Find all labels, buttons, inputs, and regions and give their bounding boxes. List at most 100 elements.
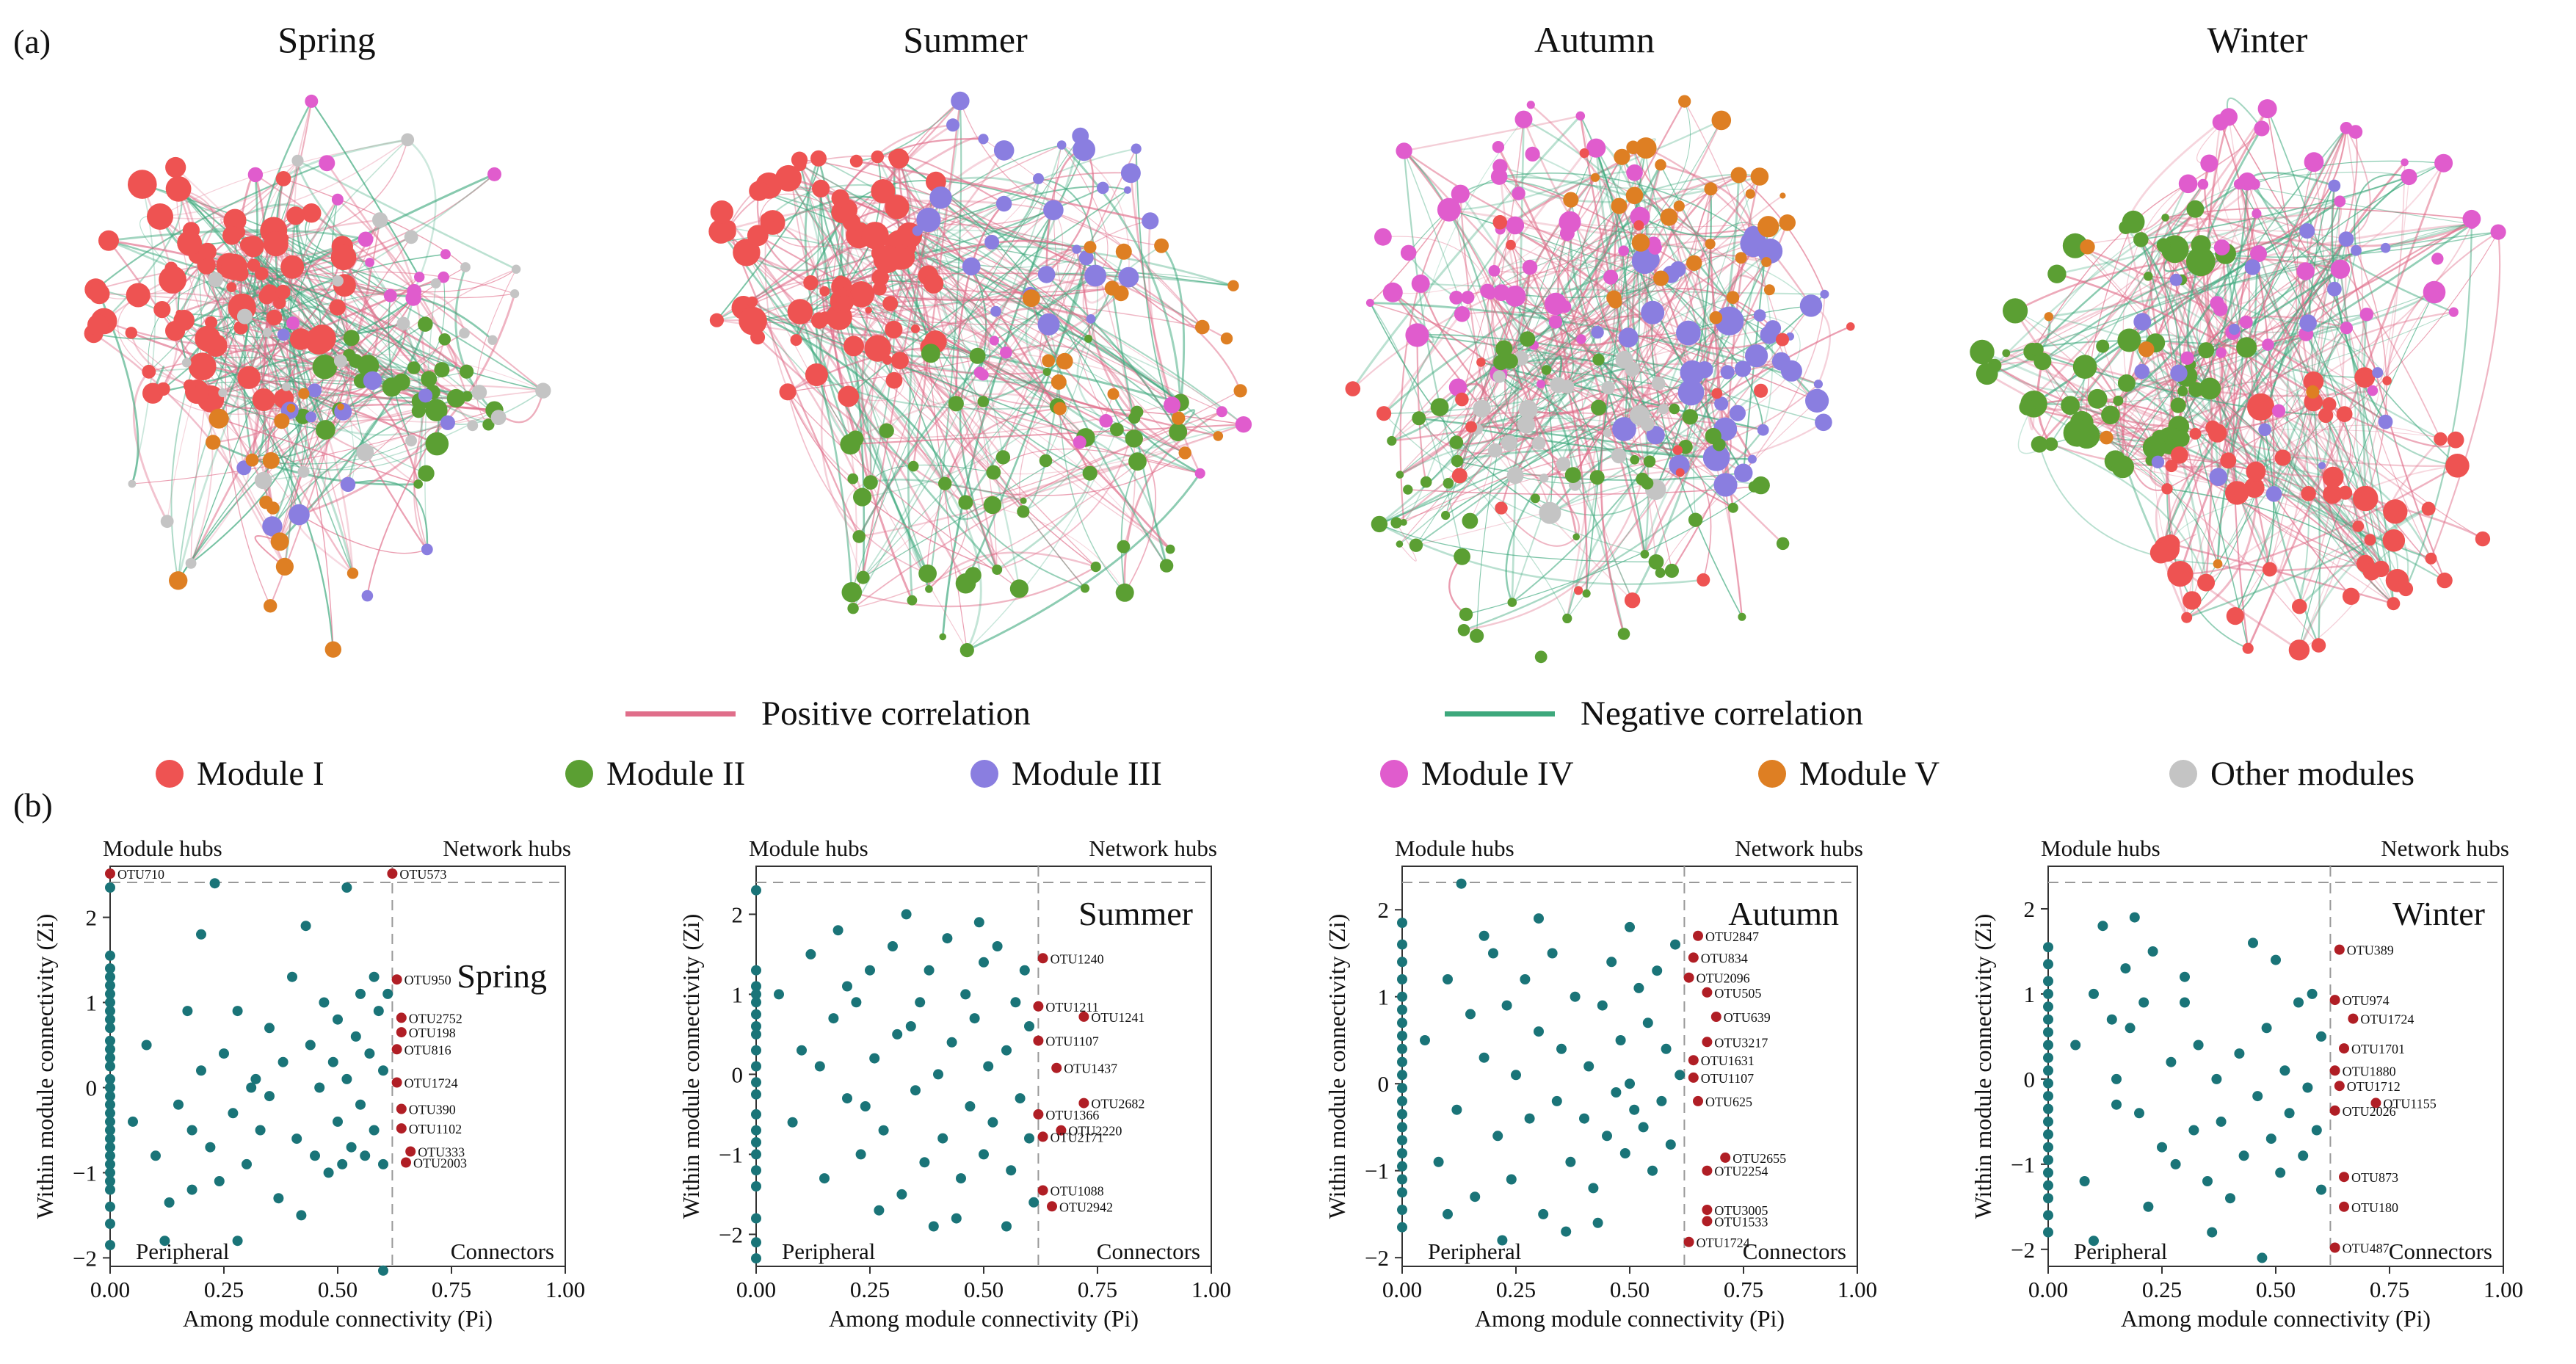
hub-point bbox=[1037, 1131, 1048, 1142]
network-node bbox=[2387, 597, 2401, 611]
network-edge bbox=[2338, 201, 2432, 559]
y-tick-label: 2 bbox=[2024, 896, 2036, 922]
network-edge bbox=[752, 144, 1062, 302]
network-node bbox=[2247, 393, 2275, 421]
network-node bbox=[200, 258, 212, 271]
network-node bbox=[1131, 405, 1144, 418]
network-edge bbox=[1399, 266, 1531, 476]
network-node bbox=[1646, 426, 1665, 445]
network-edge bbox=[2307, 230, 2442, 440]
network-node bbox=[262, 516, 283, 537]
legend-module-2-label: Module II bbox=[606, 755, 746, 793]
y-tick-label: −2 bbox=[2011, 1237, 2035, 1263]
scatter-point bbox=[196, 1065, 206, 1076]
network-node bbox=[889, 148, 910, 169]
network-node bbox=[125, 327, 137, 339]
network-edge bbox=[2025, 108, 2268, 405]
network-node bbox=[2311, 638, 2326, 653]
network-node bbox=[1678, 95, 1691, 108]
network-node bbox=[2401, 168, 2417, 186]
network-node bbox=[2062, 233, 2088, 258]
scatter-point bbox=[933, 1069, 943, 1080]
network-edge bbox=[215, 278, 316, 391]
network-node bbox=[2198, 342, 2215, 359]
network-node bbox=[1744, 225, 1763, 246]
x-tick-label: 0.25 bbox=[850, 1277, 890, 1302]
network-node bbox=[2156, 238, 2171, 253]
network-edge bbox=[2254, 253, 2320, 646]
scatter-point bbox=[951, 1213, 962, 1224]
network-node bbox=[2061, 396, 2080, 416]
scatter-point bbox=[2089, 988, 2099, 999]
scatter-point bbox=[2043, 1129, 2053, 1140]
network-title-summer: Summer bbox=[903, 19, 1028, 60]
network-node bbox=[247, 258, 261, 272]
scatter-point bbox=[905, 1021, 916, 1031]
network-edge bbox=[1498, 372, 1574, 476]
network-node bbox=[2322, 466, 2344, 488]
network-edge bbox=[1046, 272, 1234, 286]
network-node bbox=[2180, 351, 2194, 365]
network-node bbox=[2225, 481, 2249, 505]
network-node bbox=[1009, 579, 1028, 598]
network-node bbox=[2336, 406, 2353, 422]
network-node bbox=[1387, 435, 1397, 446]
network-edge bbox=[1760, 315, 1801, 371]
scatter-point bbox=[105, 1014, 115, 1025]
hub-point bbox=[2348, 1013, 2359, 1024]
scatter-plot-autumn: 0.00 0.25 0.50 0.75 1.00 −2 −1 0 1 2 Among module … bbox=[1324, 835, 1877, 1332]
scatter-point bbox=[205, 1142, 216, 1153]
network-node bbox=[1734, 360, 1752, 377]
network-node bbox=[2383, 499, 2408, 524]
scatter-point bbox=[1661, 1043, 1672, 1054]
network-node bbox=[418, 388, 433, 403]
scatter-point bbox=[1397, 1122, 1407, 1133]
network-node bbox=[1545, 292, 1567, 316]
hub-point bbox=[391, 1044, 402, 1055]
network-node bbox=[330, 244, 357, 271]
network-node bbox=[87, 314, 109, 335]
hub-point bbox=[396, 1012, 407, 1023]
network-node bbox=[242, 236, 264, 258]
scatter-point bbox=[2070, 1040, 2081, 1051]
network-node bbox=[879, 423, 894, 438]
hub-label: OTU625 bbox=[1705, 1095, 1752, 1109]
scatter-point bbox=[250, 1073, 261, 1084]
network-node bbox=[363, 371, 382, 391]
network-node bbox=[1107, 388, 1120, 400]
network-edge bbox=[1632, 164, 1662, 385]
hub-point bbox=[1078, 1011, 1089, 1022]
network-edge bbox=[2166, 488, 2249, 650]
network-node bbox=[1213, 431, 1224, 441]
network-node bbox=[1374, 228, 1392, 246]
scatter-point bbox=[2248, 937, 2258, 948]
network-edge bbox=[909, 235, 1086, 269]
network-node bbox=[834, 275, 847, 289]
scatter-point bbox=[814, 1061, 825, 1072]
y-tick-label: −2 bbox=[719, 1222, 743, 1247]
network-edge bbox=[289, 236, 412, 411]
scatter-point bbox=[2166, 1056, 2177, 1067]
network-edge bbox=[174, 167, 275, 509]
scatter-point bbox=[255, 1125, 266, 1136]
network-edge bbox=[852, 341, 936, 609]
network-edge bbox=[1403, 387, 1459, 523]
scatter-point bbox=[287, 971, 297, 982]
x-tick-label: 0.75 bbox=[1724, 1277, 1763, 1302]
network-node bbox=[425, 399, 448, 421]
hub-point bbox=[1047, 1201, 1057, 1212]
network-edge bbox=[1391, 360, 1782, 442]
network-node bbox=[255, 266, 269, 280]
network-node bbox=[1727, 502, 1738, 513]
scatter-point bbox=[1602, 1131, 1612, 1142]
network-node bbox=[946, 118, 959, 132]
network-node bbox=[2167, 561, 2194, 587]
network-node bbox=[1072, 127, 1089, 145]
y-tick-label: 2 bbox=[86, 905, 98, 931]
network-node bbox=[2226, 607, 2244, 625]
network-edge bbox=[1392, 291, 1734, 509]
network-node bbox=[2340, 122, 2353, 134]
network-edge bbox=[2194, 208, 2472, 247]
network-node bbox=[1970, 339, 1995, 365]
